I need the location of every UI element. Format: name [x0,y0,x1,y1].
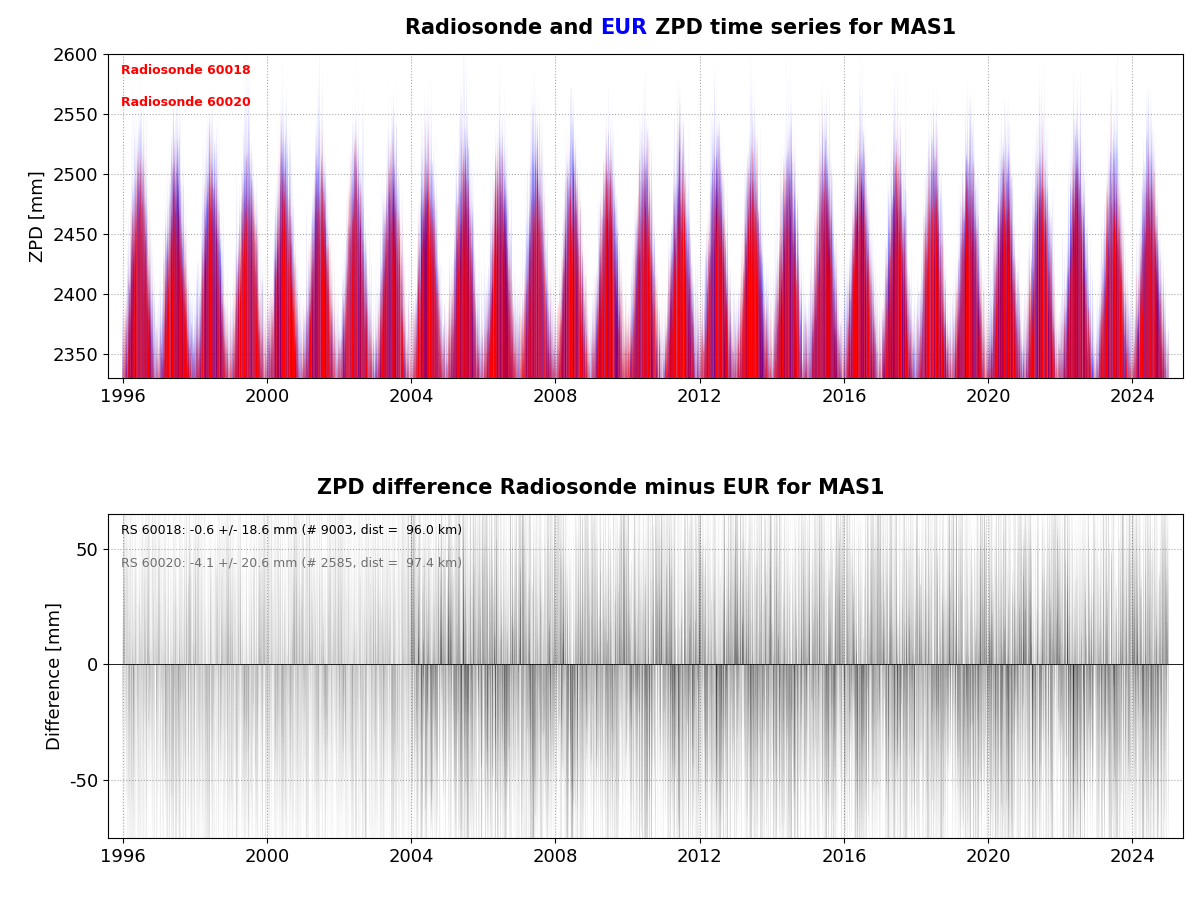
Y-axis label: ZPD [mm]: ZPD [mm] [29,170,47,262]
Text: Radiosonde 60018: Radiosonde 60018 [121,64,251,77]
Text: ZPD difference Radiosonde minus EUR for MAS1: ZPD difference Radiosonde minus EUR for … [317,478,884,497]
Y-axis label: Difference [mm]: Difference [mm] [46,602,64,750]
Text: Radiosonde 60020: Radiosonde 60020 [121,96,251,109]
Text: EUR: EUR [600,18,647,38]
Text: RS 60018: -0.6 +/- 18.6 mm (# 9003, dist =  96.0 km): RS 60018: -0.6 +/- 18.6 mm (# 9003, dist… [121,523,462,537]
Text: ZPD time series for MAS1: ZPD time series for MAS1 [647,18,956,38]
Text: RS 60020: -4.1 +/- 20.6 mm (# 2585, dist =  97.4 km): RS 60020: -4.1 +/- 20.6 mm (# 2585, dist… [121,556,462,569]
Text: Radiosonde and: Radiosonde and [405,18,600,38]
